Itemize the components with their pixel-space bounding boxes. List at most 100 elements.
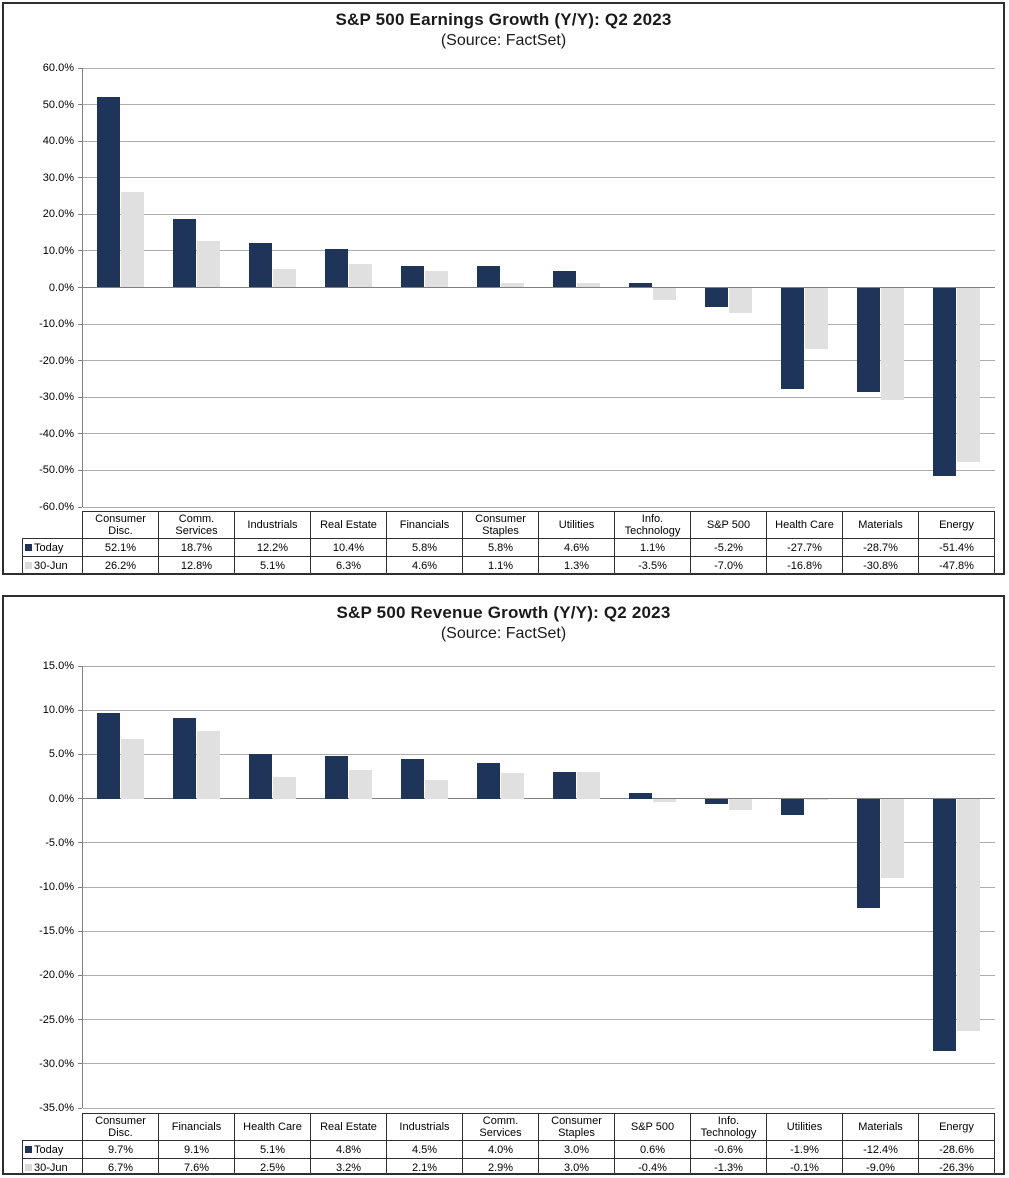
value-cell: 52.1%: [82, 538, 159, 557]
data-table: Consumer Disc. Financials Health Care Real …: [22, 1113, 995, 1173]
bar-30-jun-comm-services: [197, 240, 220, 288]
category-header: Consumer Staples: [462, 511, 539, 539]
category-header: Utilities: [538, 511, 615, 539]
value-cell: -28.7%: [842, 538, 919, 557]
y-axis-tickmark: [78, 709, 82, 711]
y-axis-tickmark: [78, 396, 82, 398]
value-cell: 2.9%: [462, 1158, 539, 1173]
zero-gridline: [83, 798, 995, 800]
y-tick-label: -20.0%: [39, 969, 74, 982]
category-header: Materials: [842, 511, 919, 539]
bar-today-info-technology: [629, 283, 652, 288]
value-cell: -30.8%: [842, 556, 919, 573]
data-table: Consumer Disc. Comm. Services Industrials R…: [22, 511, 995, 573]
bar-today-real-estate: [325, 756, 348, 799]
y-tick-label: -25.0%: [39, 1013, 74, 1026]
value-cell: -16.8%: [766, 556, 843, 573]
value-cell: 0.6%: [614, 1140, 691, 1159]
y-tick-label: 5.0%: [48, 748, 74, 761]
value-cell: 4.8%: [310, 1140, 387, 1159]
bar-30-jun-s-p-500: [653, 798, 676, 803]
table-row: Today 52.1% 18.7% 12.2% 10.4% 5.8% 5.8% 4.6% 1.1…: [22, 538, 995, 557]
value-cell: 18.7%: [158, 538, 235, 557]
bar-today-health-care: [781, 287, 804, 389]
category-header: Financials: [158, 1113, 235, 1141]
value-cell: 7.6%: [158, 1158, 235, 1173]
value-cell: 1.3%: [538, 556, 615, 573]
gridline: [83, 1107, 995, 1109]
value-cell: 3.0%: [538, 1140, 615, 1159]
value-cell: -26.3%: [918, 1158, 995, 1173]
value-cell: 5.1%: [234, 1140, 311, 1159]
legend-cell: 30-Jun: [22, 556, 83, 573]
bar-today-utilities: [553, 270, 576, 288]
value-cell: 1.1%: [614, 538, 691, 557]
value-cell: 5.8%: [462, 538, 539, 557]
bar-30-jun-info-technology: [653, 287, 676, 301]
y-axis-tickmark: [78, 433, 82, 435]
table-corner-cell: [23, 512, 83, 539]
y-tick-label: 50.0%: [42, 98, 74, 111]
gridline: [83, 886, 995, 888]
gridline: [83, 506, 995, 508]
value-cell: -5.2%: [690, 538, 767, 557]
series-name: Today: [34, 541, 64, 554]
bar-today-info-technology: [705, 798, 728, 804]
y-axis-tickmark: [78, 177, 82, 179]
plot-area: [78, 665, 995, 1109]
bar-today-consumer-disc-: [97, 96, 120, 288]
y-tick-label: -10.0%: [39, 318, 74, 331]
gridline: [83, 1019, 995, 1021]
earnings-growth-chart-panel: S&P 500 Earnings Growth (Y/Y): Q2 2023 (…: [2, 2, 1005, 575]
gridline: [83, 709, 995, 711]
y-tick-label: 10.0%: [42, 704, 74, 717]
bar-30-jun-industrials: [425, 780, 448, 799]
value-cell: 6.3%: [310, 556, 387, 573]
category-header: Financials: [386, 511, 463, 539]
bar-today-financials: [173, 718, 196, 799]
value-cell: -27.7%: [766, 538, 843, 557]
y-axis-tickmark: [78, 250, 82, 252]
y-tick-label: 0.0%: [48, 281, 74, 294]
gridline: [83, 104, 995, 106]
value-cell: 6.7%: [82, 1158, 159, 1173]
bar-30-jun-consumer-staples: [577, 772, 600, 799]
y-tick-label: -30.0%: [39, 391, 74, 404]
gridline: [83, 665, 995, 667]
bar-30-jun-energy: [957, 287, 980, 463]
category-header: S&P 500: [690, 511, 767, 539]
gridline: [83, 140, 995, 142]
gridline: [83, 360, 995, 362]
y-axis-tickmark: [78, 506, 82, 508]
bar-today-real-estate: [325, 249, 348, 288]
bar-today-energy: [933, 287, 956, 476]
y-tick-label: 40.0%: [42, 135, 74, 148]
y-axis-tickmark: [78, 287, 82, 288]
plot-area: [78, 67, 995, 508]
y-axis-tickmark: [78, 886, 82, 888]
y-axis-tickmark: [78, 842, 82, 844]
y-tick-label: -20.0%: [39, 354, 74, 367]
legend-swatch-icon: [25, 544, 32, 552]
value-cell: -0.4%: [614, 1158, 691, 1173]
chart-subtitle: (Source: FactSet): [440, 32, 567, 49]
y-tick-label: -10.0%: [39, 881, 74, 893]
value-cell: -47.8%: [918, 556, 995, 573]
value-cell: 9.7%: [82, 1140, 159, 1159]
category-header: Real Estate: [310, 511, 387, 539]
y-axis-tickmark: [78, 1019, 82, 1021]
table-row: 30-Jun 6.7% 7.6% 2.5% 3.2% 2.1% 2.9% 3.0% -0.4% -…: [22, 1158, 995, 1173]
legend-swatch-icon: [25, 562, 32, 570]
value-cell: -51.4%: [918, 538, 995, 557]
zero-gridline: [83, 287, 995, 288]
gridline: [83, 250, 995, 252]
gridline: [83, 213, 995, 215]
legend-cell: Today: [22, 1140, 83, 1159]
value-cell: -28.6%: [918, 1140, 995, 1159]
bar-today-s-p-500: [629, 793, 652, 799]
category-header: Real Estate: [310, 1113, 387, 1141]
y-tick-label: 30.0%: [42, 171, 74, 184]
bar-30-jun-comm-services: [501, 772, 524, 799]
legend-swatch-icon: [25, 1164, 32, 1172]
bar-30-jun-info-technology: [729, 798, 752, 811]
